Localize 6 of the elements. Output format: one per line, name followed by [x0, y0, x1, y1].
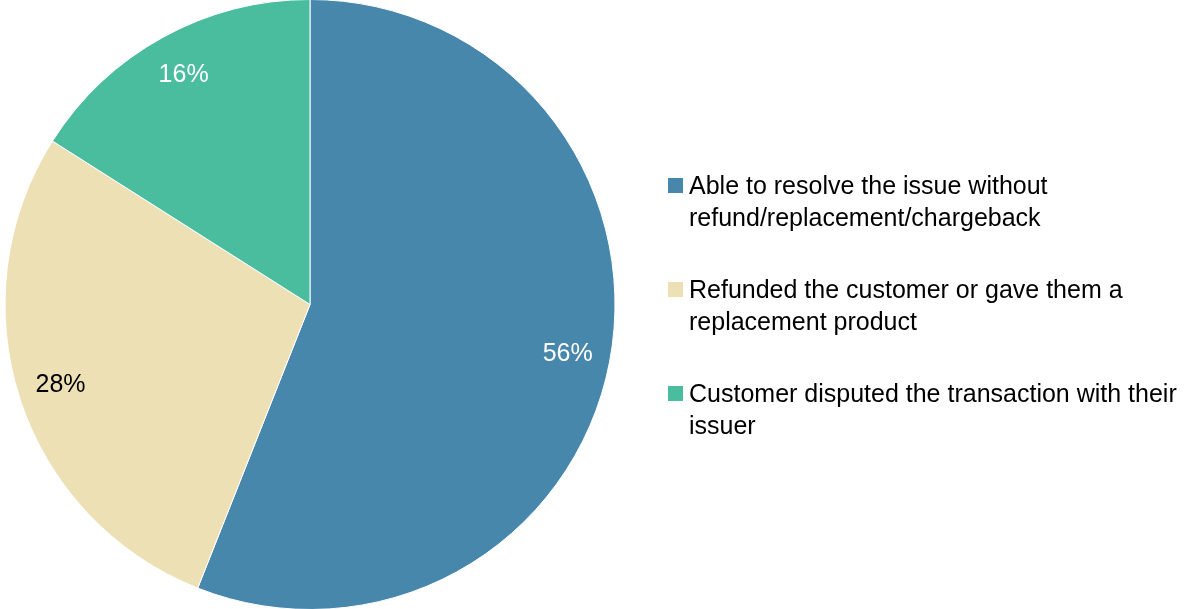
legend-label: Customer disputed the transaction with their issuer	[689, 377, 1178, 441]
legend-label: Able to resolve the issue without refund/replacement/chargeback	[689, 169, 1049, 233]
data-label: 56%	[542, 337, 593, 366]
data-label: 16%	[158, 58, 209, 87]
data-label: 28%	[35, 369, 86, 398]
legend-label: Refunded the customer or gave them a replacement product	[689, 273, 1124, 337]
